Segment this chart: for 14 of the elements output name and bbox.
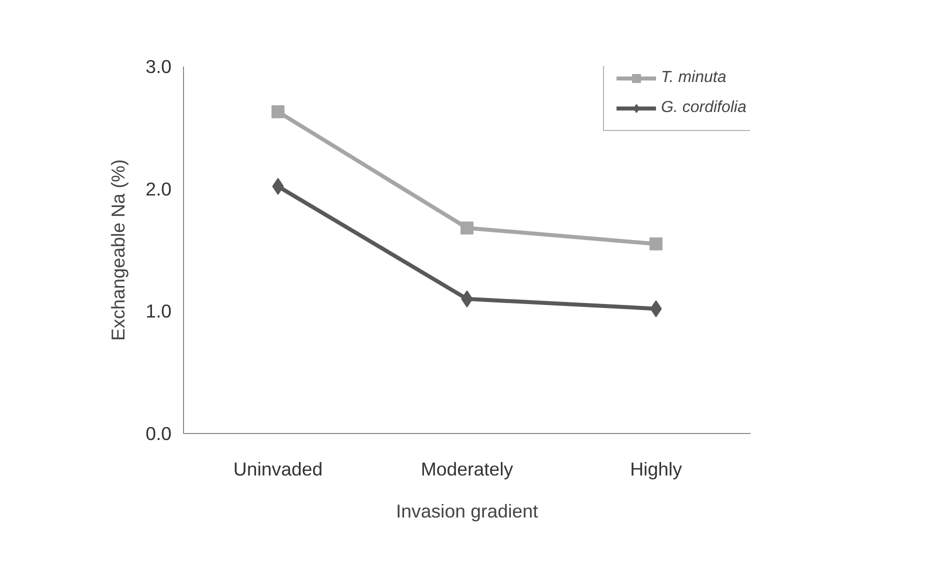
legend-label: T. minuta <box>661 69 728 87</box>
y-tick-label: 0.0 <box>146 423 172 444</box>
y-tick-label: 1.0 <box>146 300 172 322</box>
y-axis-title: Exchangeable Na (%) <box>108 159 129 341</box>
x-tick-label: Moderately <box>420 458 514 480</box>
point <box>650 237 662 250</box>
y-tick-label: 2.0 <box>146 178 172 200</box>
x-tick-label: Highly <box>630 458 683 480</box>
y-tick-label: 3.0 <box>146 56 172 77</box>
x-axis-title: Invasion gradient <box>396 500 539 522</box>
point <box>460 221 474 234</box>
point <box>272 105 284 118</box>
legend-label: G. cordifolia <box>661 99 748 117</box>
x-tick-label: Uninvaded <box>233 458 323 480</box>
